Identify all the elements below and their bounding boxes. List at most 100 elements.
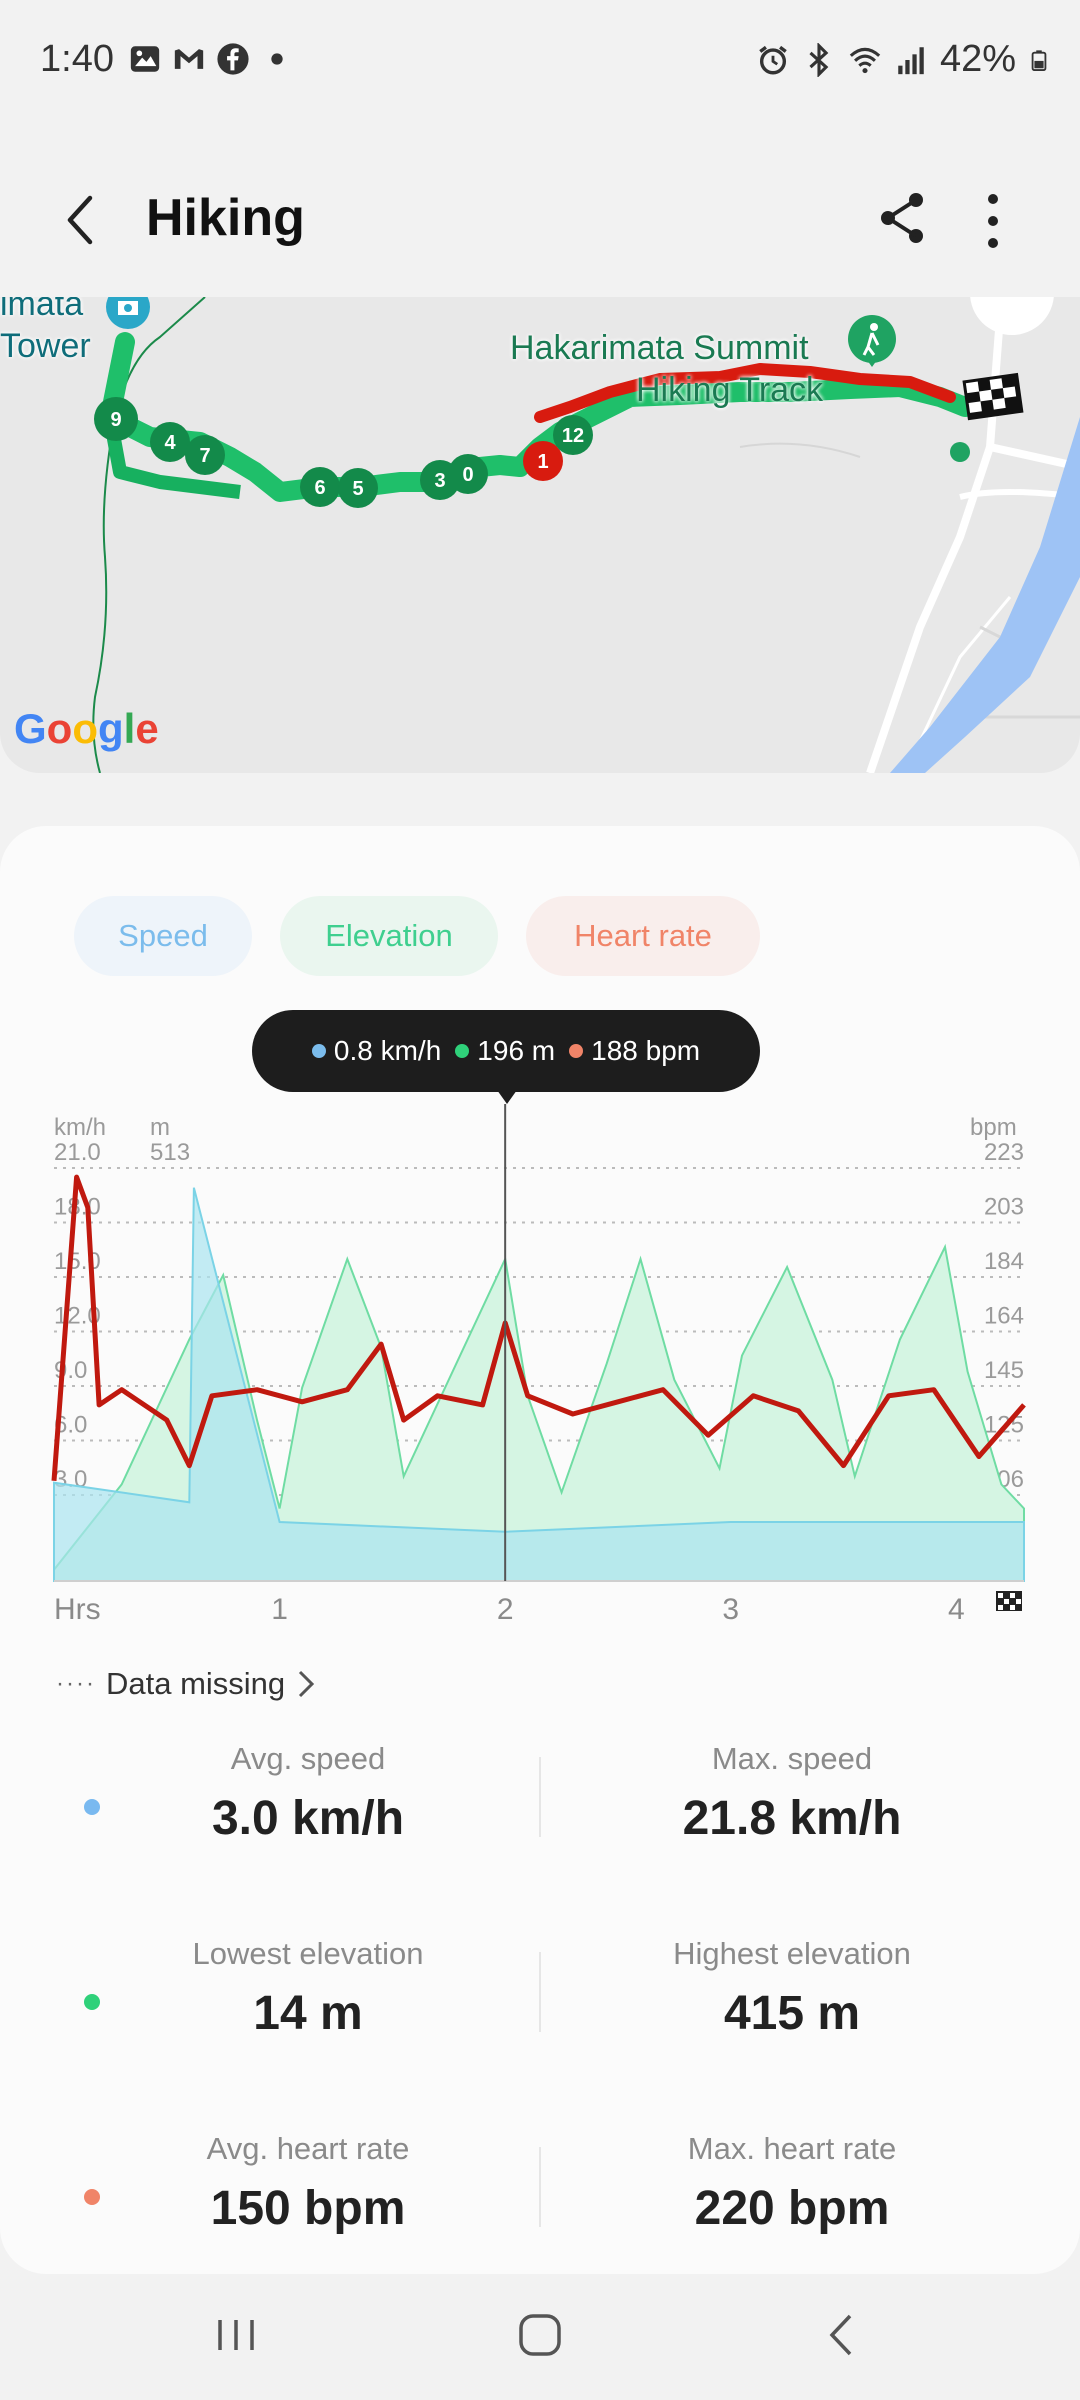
- marker-9[interactable]: 9: [94, 397, 138, 441]
- heart-rate-tick-label: 145: [984, 1357, 1024, 1384]
- lowest-elevation-label: Lowest elevation: [192, 1936, 424, 1971]
- map-markers: 9 4 7 6 5 3 0 1 12: [94, 397, 593, 508]
- chevron-right-icon: [299, 1670, 315, 1698]
- recents-icon[interactable]: [196, 2300, 276, 2370]
- marker-9-label: 9: [110, 409, 121, 431]
- marker-5[interactable]: 5: [338, 468, 378, 508]
- x-tick-label: 3: [722, 1593, 739, 1626]
- heart-rate-stats-row: Avg. heart rate 150 bpm Max. heart rate …: [0, 2131, 1080, 2291]
- finish-flag-check: [1010, 1593, 1015, 1598]
- speed-chip[interactable]: Speed: [74, 896, 252, 976]
- avg-speed-label: Avg. speed: [230, 1741, 386, 1776]
- tooltip-speed: 0.8 km/h: [333, 1035, 442, 1066]
- speed-unit-label: km/h: [54, 1114, 107, 1141]
- bluetooth-icon: [809, 42, 829, 77]
- finish-flag-check: [1016, 1599, 1021, 1604]
- highest-elevation-stat: Highest elevation 415 m: [552, 1936, 1032, 2041]
- x-tick-label: 1: [271, 1593, 288, 1626]
- x-tick-label: 2: [497, 1593, 514, 1626]
- heart-rate-tick-label: 164: [984, 1303, 1024, 1330]
- tooltip-arrow: [497, 1090, 517, 1104]
- marker-0-label: 0: [462, 464, 473, 486]
- heart-rate-tick-label: 203: [984, 1194, 1024, 1221]
- wifi-icon: [849, 47, 881, 73]
- elevation-dot-icon: [84, 1994, 100, 2010]
- heart-rate-chip[interactable]: Heart rate: [526, 896, 760, 976]
- app-header: Hiking: [0, 160, 1080, 280]
- marker-6-label: 6: [314, 477, 325, 499]
- max-speed-label: Max. speed: [711, 1741, 873, 1776]
- marker-7[interactable]: 7: [185, 435, 225, 475]
- stat-divider: [539, 1757, 541, 1837]
- marker-7-label: 7: [199, 445, 210, 467]
- heart-rate-tick-label: 223: [984, 1139, 1024, 1166]
- max-heart-rate-stat: Max. heart rate 220 bpm: [552, 2131, 1032, 2236]
- avg-speed-value: 3.0 km/h: [211, 1792, 405, 1845]
- gmail-icon: [174, 49, 204, 69]
- battery-icon: [1031, 49, 1047, 71]
- more-options-button[interactable]: [968, 186, 1018, 256]
- back-button[interactable]: [50, 188, 114, 252]
- status-time: 1:40: [40, 38, 114, 80]
- system-nav-bar: [0, 2270, 1080, 2400]
- gallery-icon: [130, 46, 160, 72]
- page-title: Hiking: [146, 189, 305, 247]
- elevation-chip[interactable]: Elevation: [280, 896, 498, 976]
- lowest-elevation-value: 14 m: [253, 1987, 363, 2040]
- avg-speed-stat: Avg. speed 3.0 km/h: [68, 1741, 548, 1846]
- marker-12-label: 12: [562, 425, 584, 447]
- marker-12[interactable]: 12: [553, 415, 593, 455]
- avg-heart-rate-value: 150 bpm: [210, 2182, 406, 2235]
- map-label-tower-1: imata: [0, 297, 84, 323]
- share-button[interactable]: [870, 186, 934, 250]
- highest-elevation-value: 415 m: [723, 1987, 861, 2040]
- route-red: [534, 363, 956, 423]
- elevation-tick-label: 513: [150, 1139, 190, 1166]
- tooltip-elevation: 196 m: [477, 1035, 556, 1066]
- speed-tick-label: 21.0: [54, 1139, 101, 1166]
- avg-heart-rate-stat: Avg. heart rate 150 bpm: [68, 2131, 548, 2236]
- max-speed-stat: Max. speed 21.8 km/h: [552, 1741, 1032, 1846]
- route-map[interactable]: imata Tower Hakarimata Summit Hiking Tra…: [0, 297, 1080, 773]
- stat-divider: [539, 2147, 541, 2227]
- speed-dot-icon: [84, 1799, 100, 1815]
- max-heart-rate-value: 220 bpm: [694, 2182, 890, 2235]
- data-missing-link[interactable]: ···· Data missing: [56, 1666, 317, 1702]
- marker-3-label: 3: [434, 470, 445, 492]
- tooltip-heart-rate: 188 bpm: [591, 1035, 701, 1066]
- x-tick-label: 4: [948, 1593, 965, 1626]
- marker-4-label: 4: [164, 432, 176, 454]
- marker-6[interactable]: 6: [300, 467, 340, 507]
- finish-flag-check: [998, 1605, 1003, 1610]
- back-icon[interactable]: [802, 2300, 882, 2370]
- speed-area: [53, 1187, 1025, 1582]
- heart-rate-tick-label: 184: [984, 1248, 1024, 1275]
- stat-divider: [539, 1952, 541, 2032]
- x-axis-unit-label: Hrs: [54, 1593, 101, 1626]
- data-missing-label: Data missing: [105, 1666, 286, 1701]
- heart-rate-dot-icon: [569, 1044, 584, 1058]
- signal-icon: [898, 46, 924, 74]
- marker-0[interactable]: 0: [448, 454, 488, 494]
- heart-rate-unit-label: bpm: [970, 1114, 1017, 1141]
- heart-rate-dot-icon: [84, 2189, 100, 2205]
- lowest-elevation-stat: Lowest elevation 14 m: [68, 1936, 548, 2041]
- speed-stats-row: Avg. speed 3.0 km/h Max. speed 21.8 km/h: [0, 1741, 1080, 1901]
- speed-dot-icon: [311, 1044, 326, 1058]
- marker-5-label: 5: [352, 478, 363, 500]
- avg-heart-rate-label: Avg. heart rate: [206, 2131, 410, 2166]
- status-left-icons: [128, 42, 294, 76]
- dot-icon: [271, 53, 283, 65]
- status-right-icons: 42%: [756, 38, 1050, 81]
- highest-elevation-label: Highest elevation: [673, 1936, 911, 1971]
- home-icon[interactable]: [500, 2300, 580, 2370]
- elevation-dot-icon: [455, 1044, 470, 1058]
- status-bar: 1:40 42%: [0, 0, 1080, 120]
- marker-4[interactable]: 4: [150, 422, 190, 462]
- facebook-icon: [217, 43, 249, 75]
- finish-flag-icon: [996, 1591, 1022, 1611]
- elevation-area: [53, 1243, 1025, 1582]
- marker-1-label: 1: [537, 451, 548, 473]
- marker-1[interactable]: 1: [523, 441, 563, 481]
